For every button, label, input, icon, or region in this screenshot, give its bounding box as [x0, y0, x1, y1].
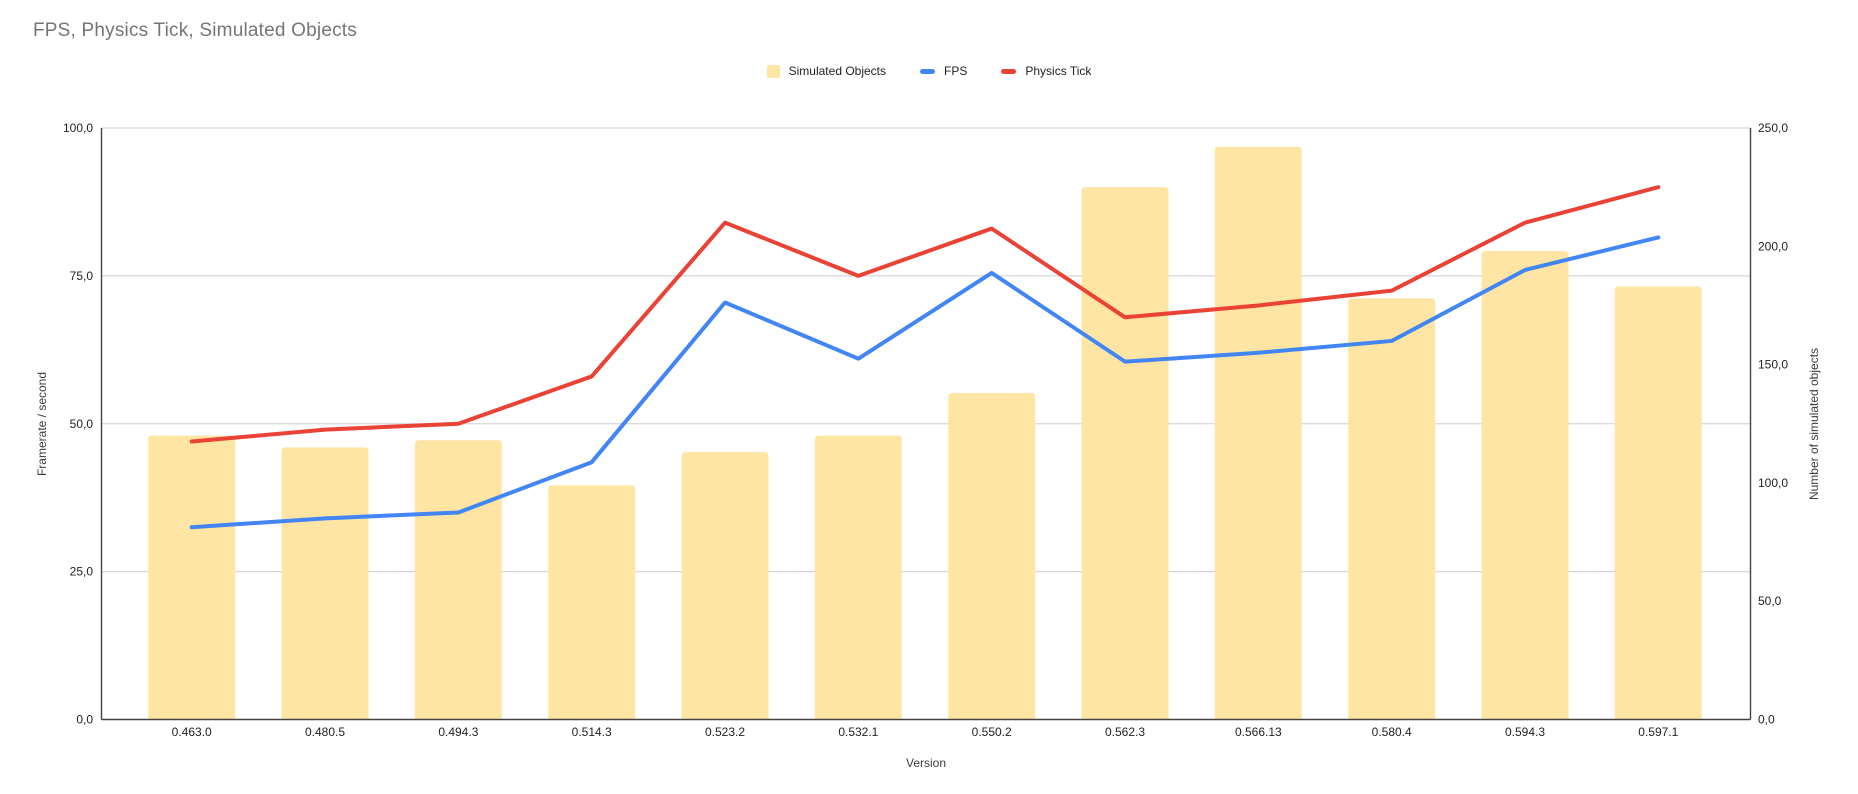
x-axis-tick-label: 0.566.13 [1235, 725, 1282, 739]
simulated-objects-bar[interactable] [281, 447, 369, 720]
y-axis-right-tick-label: 150,0 [1758, 358, 1788, 372]
x-axis-tick-label: 0.532.1 [838, 725, 878, 739]
y-axis-left-tick-label: 100,0 [63, 121, 93, 135]
simulated-objects-swatch-icon [766, 64, 780, 78]
x-axis-tick-label: 0.494.3 [438, 725, 478, 739]
legend-label: Simulated Objects [788, 64, 887, 78]
y-axis-left-title: Framerate / second [35, 371, 49, 477]
physics-tick-swatch-icon [1001, 68, 1017, 74]
y-axis-left-tick-label: 75,0 [70, 269, 94, 283]
x-axis-tick-label: 0.550.2 [972, 725, 1012, 739]
physics-tick-line[interactable] [189, 185, 1661, 444]
x-axis-tick-label: 0.463.0 [172, 725, 212, 739]
y-axis-left-tick-label: 25,0 [70, 565, 94, 579]
simulated-objects-bar[interactable] [148, 435, 236, 720]
legend-label: Physics Tick [1025, 64, 1092, 78]
x-axis-tick-label: 0.562.3 [1105, 725, 1145, 739]
simulated-objects-bar[interactable] [681, 452, 769, 720]
x-axis-tick-label: 0.594.3 [1505, 725, 1545, 739]
y-axis-right-tick-label: 250,0 [1758, 121, 1788, 135]
legend-item-physics-tick[interactable]: Physics Tick [1001, 64, 1091, 78]
y-axis-left-tick-label: 50,0 [70, 417, 94, 431]
fps-line[interactable] [189, 235, 1661, 530]
fps-swatch-icon [920, 68, 936, 74]
x-axis-tick-label: 0.580.4 [1372, 725, 1412, 739]
simulated-objects-bar[interactable] [1081, 187, 1169, 720]
y-axis-right-tick-label: 200,0 [1758, 239, 1788, 253]
x-axis-title: Version [905, 756, 947, 770]
legend-item-simulated-objects[interactable]: Simulated Objects [766, 64, 887, 78]
y-axis-left-tick-label: 0,0 [76, 713, 93, 727]
simulated-objects-bar[interactable] [548, 485, 636, 720]
x-axis-tick-label: 0.523.2 [705, 725, 745, 739]
legend-item-fps[interactable]: FPS [920, 64, 967, 78]
chart-legend: Simulated Objects FPS Physics Tick [0, 64, 1858, 78]
chart-title: FPS, Physics Tick, Simulated Objects [33, 20, 357, 41]
y-axis-right-tick-label: 100,0 [1758, 476, 1788, 490]
simulated-objects-bar[interactable] [414, 440, 502, 720]
y-axis-right-tick-label: 0,0 [1758, 713, 1775, 727]
simulated-objects-bar[interactable] [948, 392, 1036, 720]
y-axis-right-title: Number of simulated objects [1807, 347, 1821, 501]
simulated-objects-bar[interactable] [814, 435, 902, 720]
simulated-objects-bar[interactable] [1481, 251, 1569, 720]
simulated-objects-bar[interactable] [1214, 146, 1302, 720]
simulated-objects-bar[interactable] [1614, 286, 1702, 720]
simulated-objects-bar[interactable] [1348, 298, 1436, 720]
x-axis-tick-label: 0.480.5 [305, 725, 345, 739]
x-axis-tick-label: 0.597.1 [1638, 725, 1678, 739]
y-axis-right-tick-label: 50,0 [1758, 594, 1782, 608]
legend-label: FPS [944, 64, 968, 78]
x-axis-tick-label: 0.514.3 [572, 725, 612, 739]
